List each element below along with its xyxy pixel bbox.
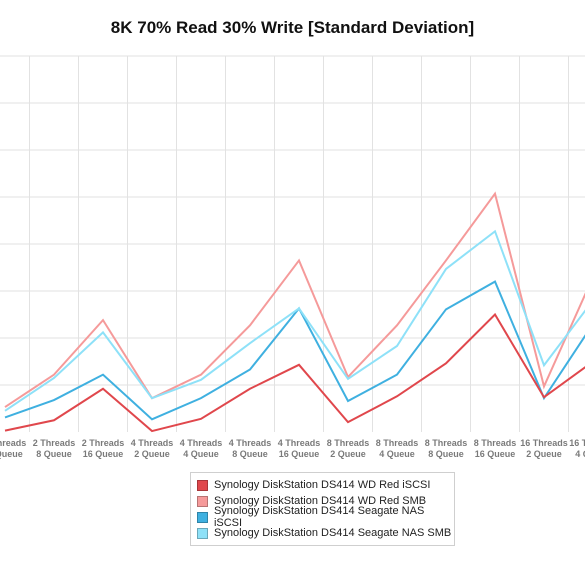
x-tick-label: 2 Threads 8 Queue xyxy=(33,438,76,459)
series-lines xyxy=(4,191,585,433)
legend-label: Synology DiskStation DS414 Seagate NAS S… xyxy=(214,527,452,539)
x-tick-label: 8 Threads 16 Queue xyxy=(474,438,517,459)
legend-swatch xyxy=(197,479,208,491)
series-line-1 xyxy=(4,312,585,433)
legend-swatch xyxy=(197,527,208,539)
legend-item[interactable]: Synology DiskStation DS414 Seagate NAS i… xyxy=(197,505,454,529)
x-tick-label: 8 Threads 2 Queue xyxy=(327,438,370,459)
legend-item[interactable]: Synology DiskStation DS414 WD Red iSCSI xyxy=(197,477,454,493)
chart-title: 8K 70% Read 30% Write [Standard Deviatio… xyxy=(110,18,475,37)
x-tick-label: 4 Threads 16 Queue xyxy=(278,438,321,459)
legend-label: Synology DiskStation DS414 WD Red iSCSI xyxy=(214,479,431,491)
legend-swatch xyxy=(197,511,208,523)
x-tick-label: 4 Threads 2 Queue xyxy=(131,438,174,459)
series-line-3 xyxy=(4,280,585,421)
legend-swatch xyxy=(197,495,208,507)
x-tick-label: 8 Threads 4 Queue xyxy=(376,438,419,459)
legend-label: Synology DiskStation DS414 Seagate NAS i… xyxy=(213,505,425,529)
x-tick-label: 16 Threads 2 Queue xyxy=(520,438,568,459)
legend-item[interactable]: Synology DiskStation DS414 WD Red SMB xyxy=(197,493,454,509)
x-tick-label: 2 Threads 16 Queue xyxy=(82,438,125,459)
series-line-2 xyxy=(4,191,585,408)
series-line-4 xyxy=(4,229,585,412)
x-tick-label: 4 Threads 8 Queue xyxy=(229,438,272,459)
x-tick-label: 4 Threads 4 Queue xyxy=(180,438,223,459)
gridlines xyxy=(0,55,585,432)
legend: Synology DiskStation DS414 WD Red iSCSI S… xyxy=(190,472,455,546)
x-tick-label: 8 Threads 8 Queue xyxy=(425,438,468,459)
legend-item[interactable]: Synology DiskStation DS414 Seagate NAS S… xyxy=(197,525,454,541)
legend-label: Synology DiskStation DS414 WD Red SMB xyxy=(214,495,427,507)
